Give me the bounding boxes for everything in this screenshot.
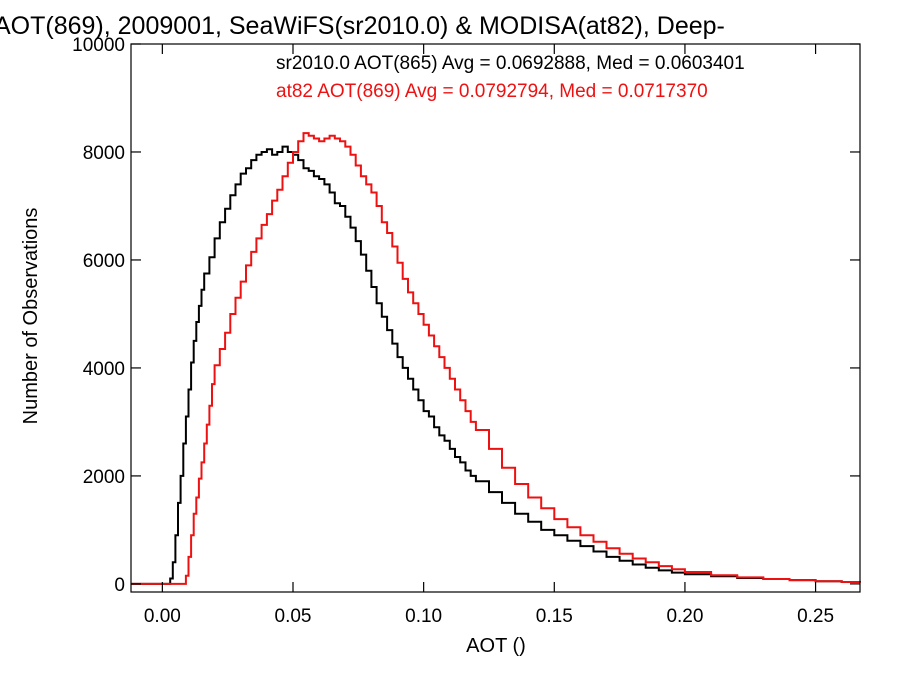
plot-frame <box>130 43 861 593</box>
y-tick-label-1: 2000 <box>83 467 125 488</box>
x-tick-label-1: 0.05 <box>275 606 312 627</box>
y-axis-label: Number of Observations <box>20 208 42 425</box>
y-tick-label-2: 4000 <box>83 359 125 380</box>
x-tick-label-3: 0.15 <box>536 606 573 627</box>
series-line-0 <box>131 145 861 585</box>
x-tick-label-0: 0.00 <box>144 606 181 627</box>
y-tick-label-4: 8000 <box>83 143 125 164</box>
y-ticks: 0 2000 4000 6000 8000 10000 <box>72 35 860 596</box>
y-tick-label-3: 6000 <box>83 251 125 272</box>
stats-label-red: at82 AOT(869) Avg = 0.0792794, Med = 0.0… <box>276 81 708 102</box>
x-tick-label-2: 0.10 <box>405 606 442 627</box>
x-axis-label: AOT () <box>466 635 526 657</box>
x-tick-label-4: 0.20 <box>666 606 703 627</box>
series-line-1 <box>131 132 861 585</box>
chart-title: AOT(869), 2009001, SeaWiFS(sr2010.0) & M… <box>0 12 725 40</box>
y-tick-label-5: 10000 <box>72 35 125 56</box>
y-tick-label-0: 0 <box>114 575 125 596</box>
x-ticks: 0.00 0.05 0.10 0.15 0.20 0.25 <box>144 44 834 627</box>
series-lines <box>131 132 861 585</box>
stats-label-black: sr2010.0 AOT(865) Avg = 0.0692888, Med =… <box>276 53 745 74</box>
x-tick-label-5: 0.25 <box>797 606 834 627</box>
